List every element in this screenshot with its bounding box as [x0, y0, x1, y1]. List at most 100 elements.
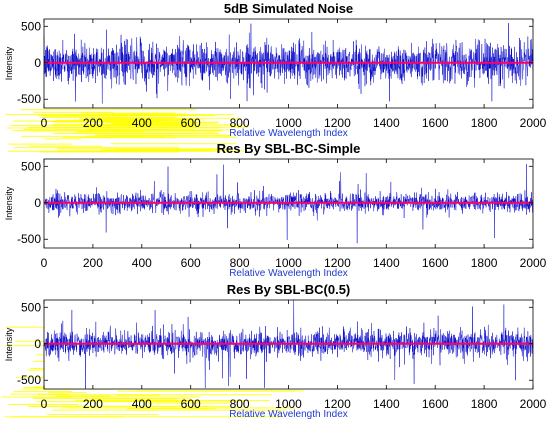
x-tick-label: 1000 — [275, 256, 302, 270]
artifact-streak — [105, 122, 186, 124]
y-tick-label: 0 — [34, 337, 41, 351]
artifact-streak — [4, 416, 124, 418]
artifact-streak — [12, 416, 283, 418]
y-tick-label: 500 — [21, 300, 41, 314]
artifact-streak — [37, 394, 272, 396]
x-tick-label: 600 — [181, 116, 201, 130]
y-tick-label: 0 — [34, 196, 41, 210]
x-tick-label: 800 — [230, 256, 250, 270]
artifact-streak — [42, 116, 127, 118]
artifact-streak — [33, 397, 191, 399]
artifact-streak — [77, 131, 145, 133]
artifact-streak — [48, 392, 87, 394]
x-axis-label: Relative Wavelength Index — [229, 268, 348, 279]
x-tick-label: 2000 — [520, 116, 547, 130]
artifact-streak — [32, 396, 73, 398]
artifact-streak — [60, 127, 143, 129]
x-tick-label: 1200 — [324, 256, 351, 270]
x-tick-label: 0 — [41, 116, 48, 130]
x-tick-label: 200 — [83, 116, 103, 130]
y-tick-label: 500 — [21, 159, 41, 173]
panel-title: Res By SBL-BC-Simple — [217, 141, 361, 156]
y-tick-label: 500 — [21, 19, 41, 33]
artifact-streak — [20, 109, 196, 111]
panel-3: 0 200 400 600 800 1000 1200 1400 1600 1800 2000 500… — [4, 282, 547, 420]
artifact-streak — [135, 390, 304, 392]
x-tick-label: 400 — [132, 256, 152, 270]
artifact-streak — [57, 148, 221, 150]
artifact-streak — [95, 134, 171, 136]
x-tick-label: 800 — [230, 116, 250, 130]
panel-2: 0 200 400 600 800 1000 1200 1400 1600 1800 2000 500… — [4, 141, 547, 279]
artifact-streak — [43, 138, 82, 140]
artifact-streak — [13, 391, 72, 393]
x-tick-label: 400 — [132, 116, 152, 130]
x-tick-label: 1000 — [275, 116, 302, 130]
y-tick-label: -500 — [17, 232, 41, 246]
x-tick-label: 0 — [41, 256, 48, 270]
artifact-streak — [111, 123, 193, 125]
x-tick-label: 1400 — [373, 397, 400, 411]
artifact-streak — [46, 413, 159, 415]
artifact-streak — [81, 112, 176, 114]
artifact-streak — [37, 114, 216, 116]
artifact-streak — [10, 393, 69, 395]
x-tick-label: 1200 — [324, 397, 351, 411]
panel-title: Res By SBL-BC(0.5) — [227, 282, 351, 297]
y-axis-label: Intensity — [4, 186, 14, 220]
artifact-streak — [81, 400, 245, 402]
x-tick-label: 600 — [181, 256, 201, 270]
x-tick-label: 1600 — [422, 256, 449, 270]
artifact-streak — [28, 145, 103, 147]
x-tick-label: 1600 — [422, 116, 449, 130]
signal-line — [43, 23, 534, 104]
artifact-streak — [8, 403, 79, 405]
x-tick-label: 1400 — [373, 116, 400, 130]
artifact-streak — [55, 395, 111, 397]
y-axis-label: Intensity — [4, 46, 14, 80]
x-tick-label: 400 — [132, 397, 152, 411]
y-tick-label: -500 — [17, 373, 41, 387]
x-tick-label: 1400 — [373, 256, 400, 270]
panel-1: 0 200 400 600 800 1000 1200 1400 1600 1800 2000 500… — [4, 1, 547, 139]
x-tick-label: 1600 — [422, 397, 449, 411]
x-tick-label: 200 — [83, 256, 103, 270]
artifact-streak — [111, 113, 185, 115]
artifact-streak — [83, 126, 199, 128]
x-tick-label: 2000 — [520, 256, 547, 270]
artifact-streak — [13, 147, 180, 149]
x-axis-label: Relative Wavelength Index — [229, 409, 348, 420]
artifact-streak — [33, 111, 114, 113]
artifact-streak — [53, 121, 220, 123]
artifact-streak — [89, 129, 233, 131]
x-tick-label: 1800 — [471, 256, 498, 270]
x-tick-label: 1800 — [471, 397, 498, 411]
artifact-streak — [74, 132, 218, 134]
artifact-streak — [82, 137, 178, 139]
x-tick-label: 0 — [41, 397, 48, 411]
x-tick-label: 1800 — [471, 116, 498, 130]
artifact-streak — [55, 119, 178, 121]
x-tick-label: 200 — [83, 397, 103, 411]
artifact-streak — [94, 118, 173, 120]
artifact-streak — [116, 394, 161, 396]
artifact-streak — [23, 128, 195, 130]
artifact-streak — [90, 124, 242, 126]
artifact-streak — [147, 402, 231, 404]
artifact-streak — [127, 408, 216, 410]
artifact-streak — [29, 130, 223, 132]
artifact-streak — [61, 407, 296, 409]
x-axis-label: Relative Wavelength Index — [229, 128, 348, 139]
artifact-streak — [13, 120, 195, 122]
artifact-streak — [110, 143, 237, 145]
artifact-streak — [85, 135, 231, 137]
x-tick-label: 1000 — [275, 397, 302, 411]
y-axis-label: Intensity — [4, 327, 14, 361]
artifact-streak — [114, 149, 230, 150]
artifact-streak — [83, 396, 201, 398]
x-tick-label: 1200 — [324, 116, 351, 130]
y-tick-label: -500 — [17, 92, 41, 106]
x-tick-label: 2000 — [520, 397, 547, 411]
artifact-streak — [52, 409, 286, 411]
